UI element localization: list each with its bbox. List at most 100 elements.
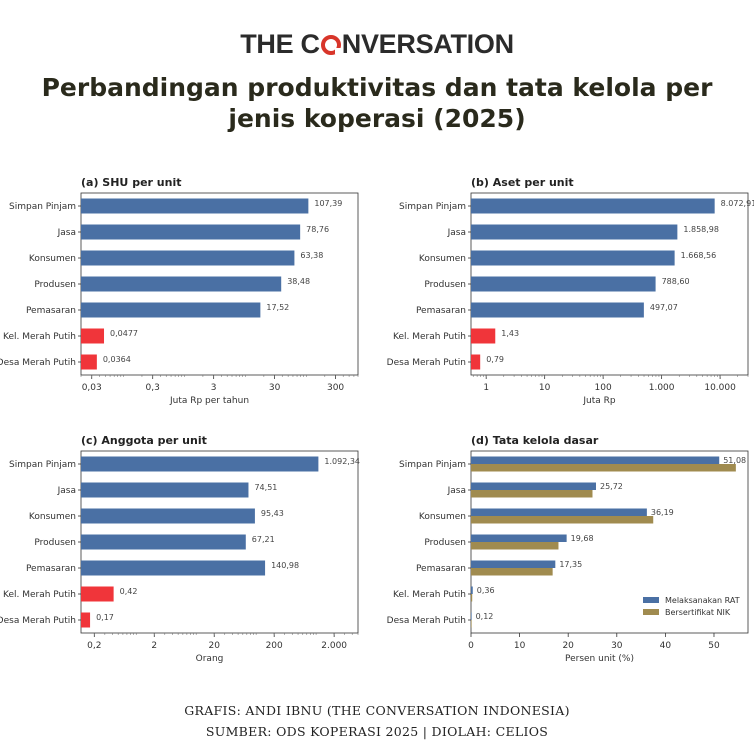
- legend-label: Bersertifikat NIK: [665, 608, 731, 617]
- x-tick-label: 1: [483, 383, 489, 393]
- value-label: 78,76: [306, 225, 329, 234]
- bar: [81, 250, 295, 266]
- value-label: 36,19: [651, 508, 674, 517]
- chart-panel-3: (c) Anggota per unit Simpan Pinjam 1.092,3…: [0, 434, 360, 664]
- bar: [471, 328, 496, 344]
- brand-logo: THE C NVERSATION: [0, 28, 754, 60]
- x-tick-label: 2: [151, 641, 157, 651]
- bar: [471, 302, 644, 318]
- category-label: Produsen: [34, 538, 76, 548]
- brand-text-end: NVERSATION: [341, 29, 514, 60]
- bar: [81, 354, 97, 370]
- bar-rat: [471, 456, 720, 464]
- value-label: 17,35: [559, 560, 582, 569]
- x-tick-label: 20: [208, 641, 220, 651]
- category-label: Kel. Merah Putih: [393, 332, 466, 342]
- legend-label: Melaksanakan RAT: [665, 596, 740, 605]
- x-tick-label: 20: [562, 641, 574, 651]
- value-label: 1,43: [501, 329, 519, 338]
- legend-swatch: [643, 609, 659, 615]
- value-label: 25,72: [600, 482, 623, 491]
- brand-text-start: THE C: [240, 29, 320, 60]
- x-axis-label: Juta Rp per tahun: [169, 396, 249, 406]
- category-label: Produsen: [34, 280, 76, 290]
- bar: [81, 224, 301, 240]
- category-label: Pemasaran: [26, 564, 76, 574]
- bar-nik: [471, 464, 736, 472]
- x-tick-label: 10: [514, 641, 526, 651]
- category-label: Konsumen: [29, 254, 76, 264]
- x-tick-label: 1.000: [649, 383, 675, 393]
- chart-title: (d) Tata kelola dasar: [471, 434, 599, 447]
- x-axis-label: Orang: [196, 654, 224, 664]
- category-label: Produsen: [424, 280, 466, 290]
- data-source: SUMBER: ODS KOPERASI 2025 | DIOLAH: CELI…: [205, 724, 549, 739]
- x-tick-label: 3: [211, 383, 217, 393]
- x-tick-label: 30: [269, 383, 281, 393]
- value-label: 0,17: [96, 613, 114, 622]
- bar: [471, 354, 481, 370]
- bar-nik: [471, 516, 654, 524]
- value-label: 0,79: [486, 355, 504, 364]
- category-label: Kel. Merah Putih: [393, 590, 466, 600]
- x-tick-label: 0,2: [87, 641, 101, 651]
- value-label: 51,08: [723, 456, 746, 465]
- value-label: 0,0477: [110, 329, 138, 338]
- x-axis-label: Persen unit (%): [565, 654, 634, 664]
- value-label: 67,21: [252, 535, 275, 544]
- bar: [81, 198, 309, 214]
- value-label: 19,68: [571, 534, 594, 543]
- bar-rat: [471, 560, 556, 568]
- chart-title: (a) SHU per unit: [81, 176, 181, 189]
- bar: [471, 276, 656, 292]
- bar-nik: [471, 594, 473, 602]
- value-label: 0,0364: [103, 355, 131, 364]
- bar: [471, 198, 715, 214]
- legend-swatch: [643, 597, 659, 603]
- bar: [471, 250, 675, 266]
- category-label: Jasa: [447, 228, 466, 238]
- category-label: Pemasaran: [26, 306, 76, 316]
- bar-rat: [471, 534, 567, 542]
- value-label: 38,48: [287, 277, 310, 286]
- chart-title: (c) Anggota per unit: [81, 434, 207, 447]
- category-label: Jasa: [57, 486, 76, 496]
- brand-speech-bubble-icon: [320, 34, 341, 55]
- value-label: 0,42: [120, 587, 138, 596]
- chart-title: (b) Aset per unit: [471, 176, 574, 189]
- category-label: Jasa: [57, 228, 76, 238]
- x-tick-label: 200: [266, 641, 283, 651]
- bar: [81, 508, 255, 524]
- chart-panel-4: (d) Tata kelola dasar Simpan Pinjam 51,08 J…: [387, 434, 749, 664]
- x-tick-label: 100: [595, 383, 612, 393]
- category-label: Pemasaran: [416, 306, 466, 316]
- value-label: 1.092,34: [324, 457, 360, 466]
- x-tick-label: 2.000: [321, 641, 347, 651]
- bar: [81, 586, 114, 602]
- value-label: 497,07: [650, 303, 678, 312]
- x-tick-label: 300: [327, 383, 344, 393]
- bar-rat: [471, 612, 472, 620]
- value-label: 17,52: [266, 303, 289, 312]
- category-label: Simpan Pinjam: [399, 202, 466, 212]
- bar: [81, 302, 261, 318]
- x-axis-label: Juta Rp: [582, 396, 616, 406]
- category-label: Kel. Merah Putih: [3, 332, 76, 342]
- chart-panel-2: (b) Aset per unit Simpan Pinjam 8.072,91 Ja…: [387, 176, 754, 406]
- bar: [81, 612, 91, 628]
- category-label: Pemasaran: [416, 564, 466, 574]
- value-label: 63,38: [300, 251, 323, 260]
- category-label: Simpan Pinjam: [9, 460, 76, 470]
- x-tick-label: 0,03: [82, 383, 102, 393]
- category-label: Desa Merah Putih: [0, 358, 76, 368]
- bar: [81, 560, 266, 576]
- x-tick-label: 30: [611, 641, 623, 651]
- category-label: Jasa: [447, 486, 466, 496]
- category-label: Kel. Merah Putih: [3, 590, 76, 600]
- bar: [81, 276, 282, 292]
- x-tick-label: 10: [539, 383, 551, 393]
- value-label: 0,36: [477, 586, 495, 595]
- value-label: 140,98: [271, 561, 299, 570]
- bar: [471, 224, 678, 240]
